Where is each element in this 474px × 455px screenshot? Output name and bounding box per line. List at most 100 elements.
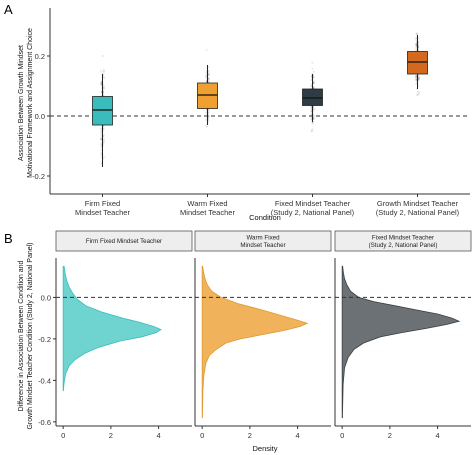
panel-a-sample-point — [102, 72, 105, 75]
panel-a-sample-point — [102, 138, 105, 141]
panel-a-sample-point — [204, 118, 208, 122]
panel-a-sample-point — [417, 77, 421, 80]
panel-b-x-tick-label: 0 — [340, 431, 344, 440]
panel-a-box — [197, 82, 218, 109]
panel-a-sample-point — [312, 117, 316, 121]
panel-a-y-axis-title-line1: Association Between Growth Mindset — [18, 45, 25, 161]
panel-a-sample-point — [310, 110, 313, 113]
panel-a-sample-point — [205, 48, 208, 52]
panel-a-sample-point — [312, 82, 316, 85]
panel-a-sample-point — [415, 32, 418, 36]
panel-a-sample-point — [100, 132, 103, 135]
panel-a-sample-point — [207, 78, 211, 81]
panel-a-sample-point — [312, 81, 315, 84]
panel-a-sample-point — [205, 71, 208, 74]
panel-a-sample-point — [102, 84, 105, 88]
panel-a-sample-point — [310, 107, 313, 110]
panel-a-sample-point — [207, 66, 210, 69]
panel-a-sample-point — [311, 61, 314, 64]
panel-b-x-tick-label: 4 — [157, 431, 161, 440]
panel-b-facet-strip — [55, 230, 193, 252]
panel-a-sample-point — [102, 69, 105, 72]
panel-a-sample-point — [102, 156, 106, 159]
panel-a-sample-point — [417, 76, 421, 79]
panel-a-x-tick-label: (Study 2, National Panel) — [376, 208, 460, 217]
panel-a-sample-point — [417, 93, 421, 96]
panel-b-facet: Fixed Mindset Teacher(Study 2, National … — [334, 230, 472, 440]
panel-a-sample-point — [102, 141, 106, 144]
panel-a-x-tick-label: Mindset Teacher — [180, 208, 235, 217]
panel-a-x-axis-title: Condition — [249, 213, 281, 222]
panel-a-sample-point — [415, 46, 418, 49]
panel-a-sample-point — [102, 126, 105, 130]
panel-a-y-tick-label: -0.2 — [32, 172, 45, 181]
panel-a-sample-point — [207, 79, 210, 82]
panel-a-sample-point — [415, 75, 418, 78]
panel-a-x-tick-label: Fixed Mindset Teacher — [275, 199, 351, 208]
panel-a-sample-point — [102, 69, 105, 72]
panel-a-x-tick-label: Mindset Teacher — [75, 208, 130, 217]
panel-a-sample-point — [204, 74, 208, 78]
panel-a-sample-point — [310, 116, 313, 119]
panel-a-sample-point — [310, 129, 313, 132]
panel-a-sample-point — [204, 76, 208, 79]
panel-b-y-tick-label: -0.6 — [38, 418, 51, 427]
panel-a-sample-point — [207, 72, 211, 75]
panel-a-sample-point — [414, 74, 418, 78]
panel-a-sample-point — [205, 125, 209, 128]
panel-a-sample-point — [102, 134, 105, 137]
panel-a-sample-point — [415, 37, 418, 41]
panel-b-y-axis-title-line2: Growth Mindset Teacher Condition (Study … — [27, 242, 34, 429]
panel-a-sample-point — [207, 109, 210, 112]
panel-a-sample-point — [311, 128, 314, 131]
panel-b-x-tick-label: 2 — [388, 431, 392, 440]
panel-a-sample-point — [100, 128, 103, 131]
panel-a-sample-point — [417, 37, 420, 40]
panel-b-x-tick-label: 4 — [436, 431, 440, 440]
panel-a-x-tick-label: Warm Fixed — [187, 199, 227, 208]
panel-b-density-area — [62, 265, 162, 392]
panel-b-x-tick-label: 4 — [296, 431, 300, 440]
panel-a-y-tick-label: 0.0 — [35, 112, 45, 121]
panel-a-sample-point — [310, 105, 313, 109]
panel-b-facet-strip-label: Warm Fixed — [246, 235, 280, 242]
panel-b-facet-strip-label: Mindset Teacher — [240, 242, 285, 249]
panel-a-x-tick-label: Firm Fixed — [85, 199, 120, 208]
panel-a-sample-point — [415, 37, 418, 40]
panel-a-sample-point — [311, 67, 314, 70]
panel-a-y-axis-title-line2: Motivational Framework and Assignment Ch… — [27, 28, 34, 178]
panel-a-sample-point — [102, 139, 105, 142]
panel-b-y-ticks: -0.6 -0.4 -0.2 0.0 — [38, 293, 56, 427]
panel-b-facet-strip-label: Firm Fixed Mindset Teacher — [86, 238, 162, 245]
panel-b-x-tick-label: 0 — [61, 431, 65, 440]
panel-a-x-tick-label: (Study 2, National Panel) — [271, 208, 355, 217]
panel-a-sample-point — [100, 130, 103, 133]
panel-a-sample-point — [312, 115, 316, 118]
panel-a-sample-point — [417, 77, 421, 80]
panel-b-x-tick-label: 2 — [109, 431, 113, 440]
panel-a-sample-point — [99, 137, 103, 141]
panel-a-sample-point — [414, 43, 418, 46]
panel-b-density-area — [201, 265, 309, 419]
panel-a-sample-point — [312, 70, 315, 73]
panel-a-box — [407, 51, 428, 75]
panel-a-sample-point — [102, 87, 106, 90]
panel-a-sample-point — [100, 70, 103, 73]
panel-b-facet: Firm Fixed Mindset Teacher 0 2 4 — [55, 230, 193, 440]
panel-a-sample-point — [414, 78, 418, 82]
panel-a-sample-point — [102, 54, 105, 58]
panel-b-facet-strip-label: (Study 2, National Panel) — [369, 242, 438, 249]
panel-a-sample-point — [100, 138, 103, 141]
panel-a-sample-point — [415, 82, 418, 85]
panel-a-sample-point — [100, 134, 103, 138]
panel-a-sample-point — [312, 107, 315, 110]
panel-a-sample-point — [100, 127, 103, 130]
panel-a-sample-point — [416, 93, 419, 96]
panel-a-box — [302, 88, 323, 106]
panel-a-sample-point — [415, 32, 418, 35]
